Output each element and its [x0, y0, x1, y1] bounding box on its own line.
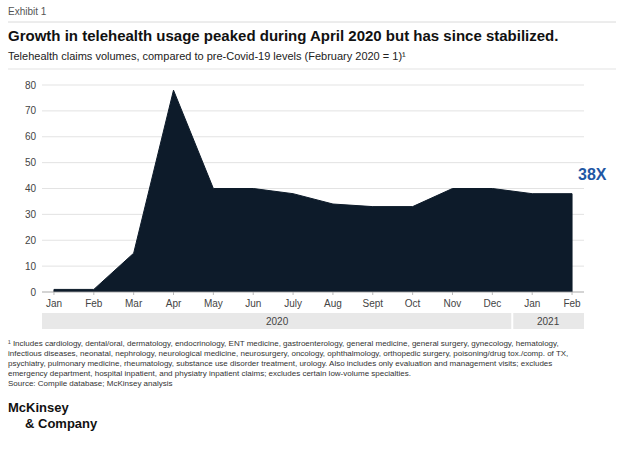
- y-tick-label: 60: [25, 131, 37, 142]
- year-band: [513, 313, 584, 329]
- x-tick-label: Sept: [362, 298, 383, 309]
- y-tick-label: 30: [25, 209, 37, 220]
- y-tick-label: 10: [25, 261, 37, 272]
- y-tick-label: 80: [25, 80, 37, 91]
- x-tick: [173, 292, 174, 295]
- y-tick-label: 40: [25, 183, 37, 194]
- y-axis: 0 10 20 30 40 50 60 70 80: [25, 80, 37, 298]
- footnote: ¹ Includes cardiology, dental/oral, derm…: [8, 339, 559, 348]
- area: [54, 90, 572, 292]
- logo: & Company: [25, 416, 98, 431]
- y-tick-label: 0: [30, 287, 36, 298]
- grid-line: [42, 85, 584, 86]
- x-tick-label: Apr: [166, 298, 182, 309]
- footnote: emergency department, hospital inpatient…: [8, 369, 411, 378]
- x-tick: [53, 292, 54, 295]
- x-tick-label: Mar: [125, 298, 143, 309]
- x-tick-label: Dec: [483, 298, 501, 309]
- x-tick-label: Nov: [444, 298, 462, 309]
- grid-line: [42, 162, 584, 163]
- logo: McKinsey: [8, 400, 69, 415]
- exhibit-label: Exhibit 1: [8, 6, 47, 17]
- year-label: 2021: [537, 316, 560, 327]
- x-tick: [492, 292, 493, 295]
- x-tick-label: Jun: [245, 298, 261, 309]
- footnote: infectious diseases, neonatal, nephrolog…: [8, 349, 568, 358]
- separator: [8, 22, 616, 23]
- x-tick: [572, 292, 573, 295]
- x-tick-label: Aug: [324, 298, 342, 309]
- x-tick: [93, 292, 94, 295]
- x-tick: [372, 292, 373, 295]
- grid-line: [42, 110, 584, 111]
- x-tick: [213, 292, 214, 295]
- x-tick: [412, 292, 413, 295]
- y-tick-label: 50: [25, 157, 37, 168]
- grid-line: [42, 188, 584, 189]
- chart: Exhibit 1 Growth in telehealth usage peak…: [0, 0, 624, 468]
- year-band: [42, 313, 511, 329]
- year-label: 2020: [266, 316, 289, 327]
- x-axis-line: [42, 292, 584, 293]
- y-tick-label: 70: [25, 105, 37, 116]
- x-tick-label: Feb: [563, 298, 581, 309]
- x-tick-label: Oct: [405, 298, 421, 309]
- x-tick: [133, 292, 134, 295]
- category-groups: 2020 2021: [42, 313, 584, 329]
- grid-line: [42, 292, 584, 293]
- x-tick-label: Jan: [524, 298, 540, 309]
- source: Source: Compile database; McKinsey analy…: [8, 379, 173, 388]
- x-tick-label: July: [284, 298, 302, 309]
- x-tick: [452, 292, 453, 295]
- grid: [42, 85, 584, 292]
- grid-line: [42, 136, 584, 137]
- footnote: psychiatry, pulmonary medicine, rheumato…: [8, 359, 552, 368]
- title: Growth in telehealth usage peaked during…: [8, 27, 558, 44]
- x-tick-label: Jan: [46, 298, 62, 309]
- y-tick-label: 20: [25, 235, 37, 246]
- x-tick: [253, 292, 254, 295]
- annotation: 38X: [578, 166, 607, 183]
- plot-data: [54, 90, 572, 292]
- x-tick: [293, 292, 294, 295]
- x-axis: Jan Feb Mar Apr May Jun July Aug Sept Oct Nov Dec Ja…: [42, 292, 584, 309]
- separator: [8, 69, 616, 70]
- subtitle: Telehealth claims volumes, compared to p…: [8, 50, 406, 62]
- x-tick: [532, 292, 533, 295]
- x-tick-label: May: [204, 298, 223, 309]
- x-tick-label: Feb: [85, 298, 103, 309]
- x-tick: [332, 292, 333, 295]
